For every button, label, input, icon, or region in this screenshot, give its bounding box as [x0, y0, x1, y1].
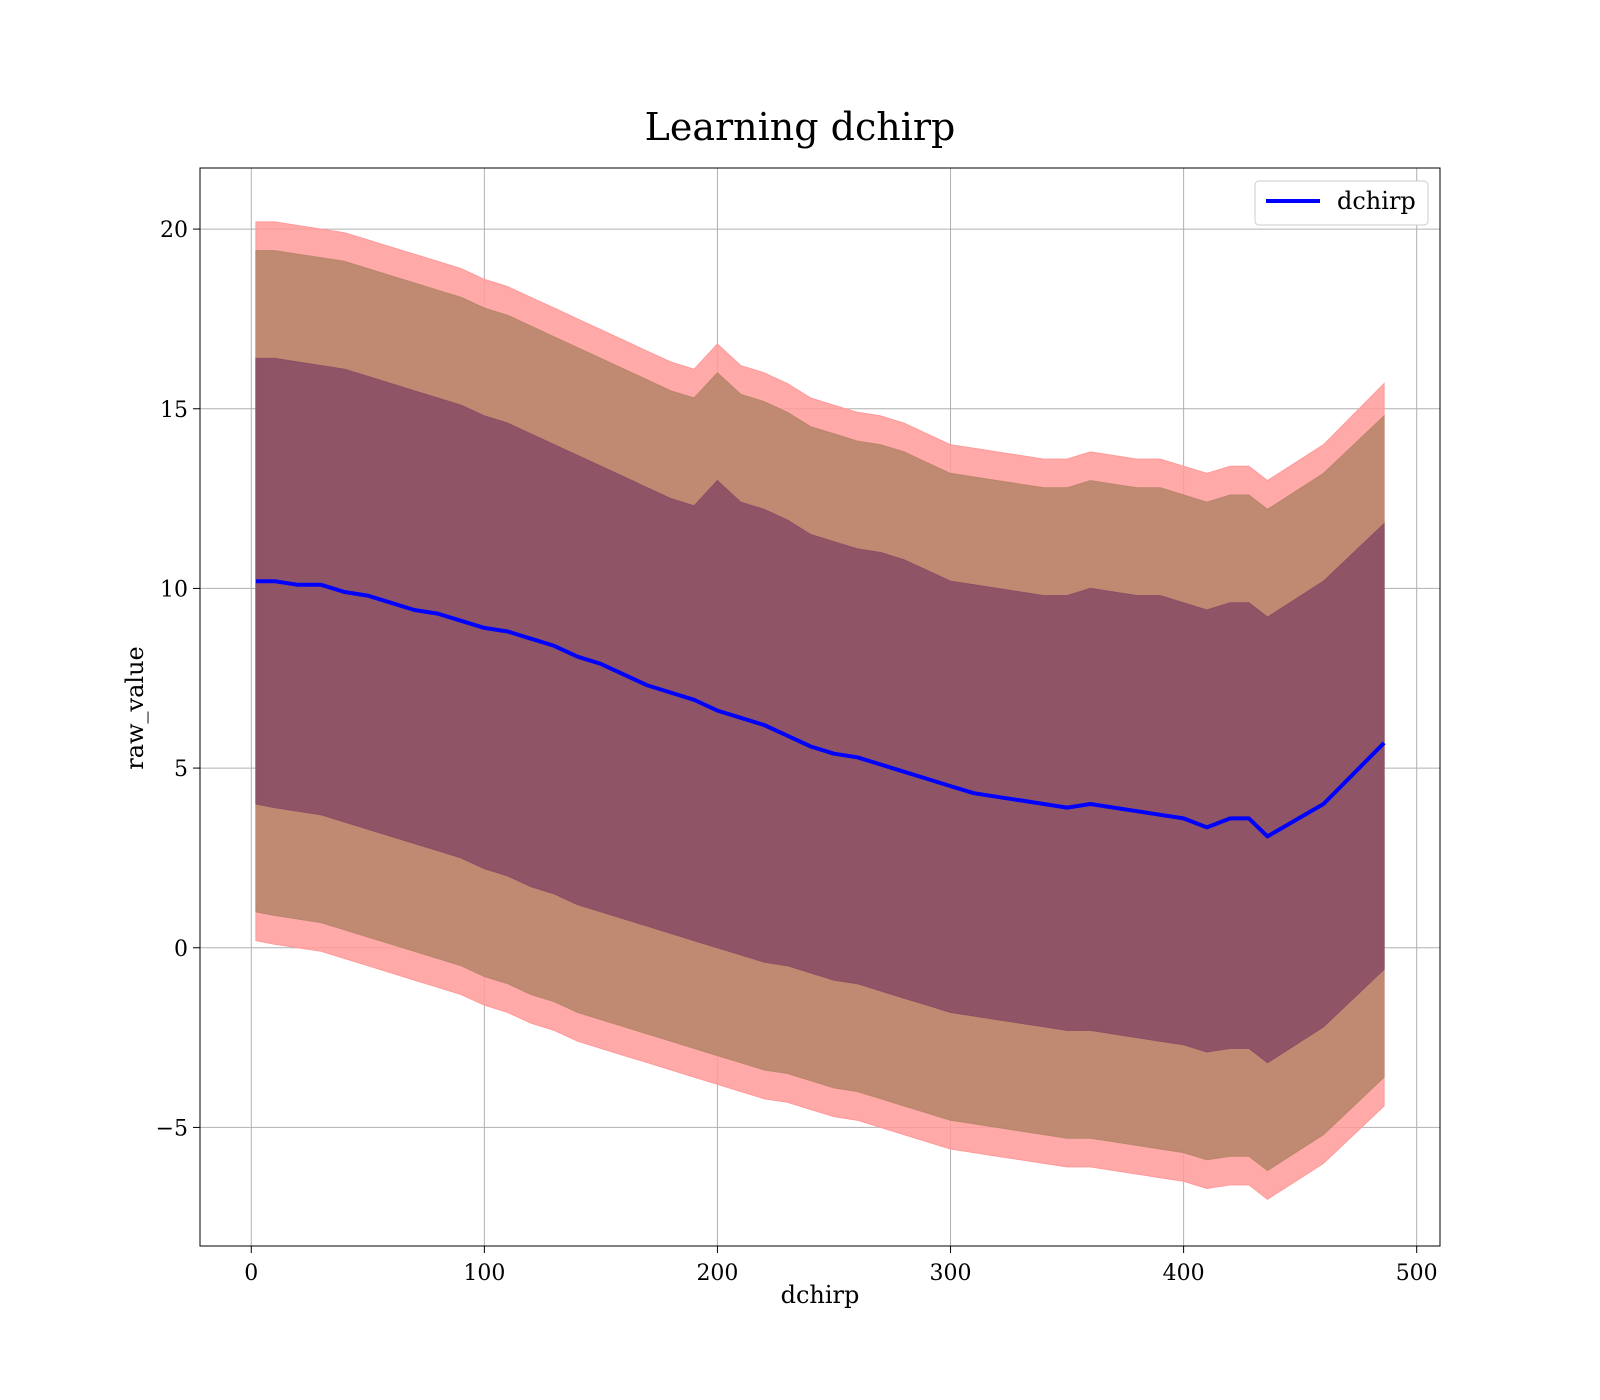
x-tick-label: 500 — [1396, 1261, 1438, 1286]
y-axis-label: raw_value — [121, 646, 149, 770]
series-line-dchirp — [255, 579, 1386, 839]
y-tick-label: 15 — [160, 398, 188, 423]
x-tick-label: 300 — [930, 1261, 972, 1286]
legend-box — [1254, 180, 1429, 226]
band-inner — [255, 357, 1385, 1064]
y-tick-label: 0 — [174, 937, 188, 962]
legend-label-dchirp: dchirp — [1337, 187, 1416, 215]
x-axis-ticks: 0 100 200 300 400 500 — [244, 1246, 1438, 1286]
x-tick-label: 100 — [463, 1261, 505, 1286]
x-axis-label: dchirp — [781, 1281, 860, 1309]
legend: dchirp — [1254, 180, 1429, 226]
x-tick-label: 400 — [1163, 1261, 1205, 1286]
x-tick-label: 200 — [696, 1261, 738, 1286]
y-tick-label: 5 — [174, 757, 188, 782]
chart-title: Learning dchirp — [645, 105, 956, 149]
series-lines — [255, 579, 1386, 839]
y-axis-ticks: −5 0 5 10 15 20 — [156, 218, 200, 1141]
y-tick-label: −5 — [156, 1116, 188, 1141]
y-tick-label: 20 — [160, 218, 188, 243]
x-tick-label: 0 — [244, 1261, 258, 1286]
plot-frame — [199, 167, 1441, 1247]
confidence-bands — [255, 221, 1385, 1200]
y-tick-label: 10 — [160, 577, 188, 602]
